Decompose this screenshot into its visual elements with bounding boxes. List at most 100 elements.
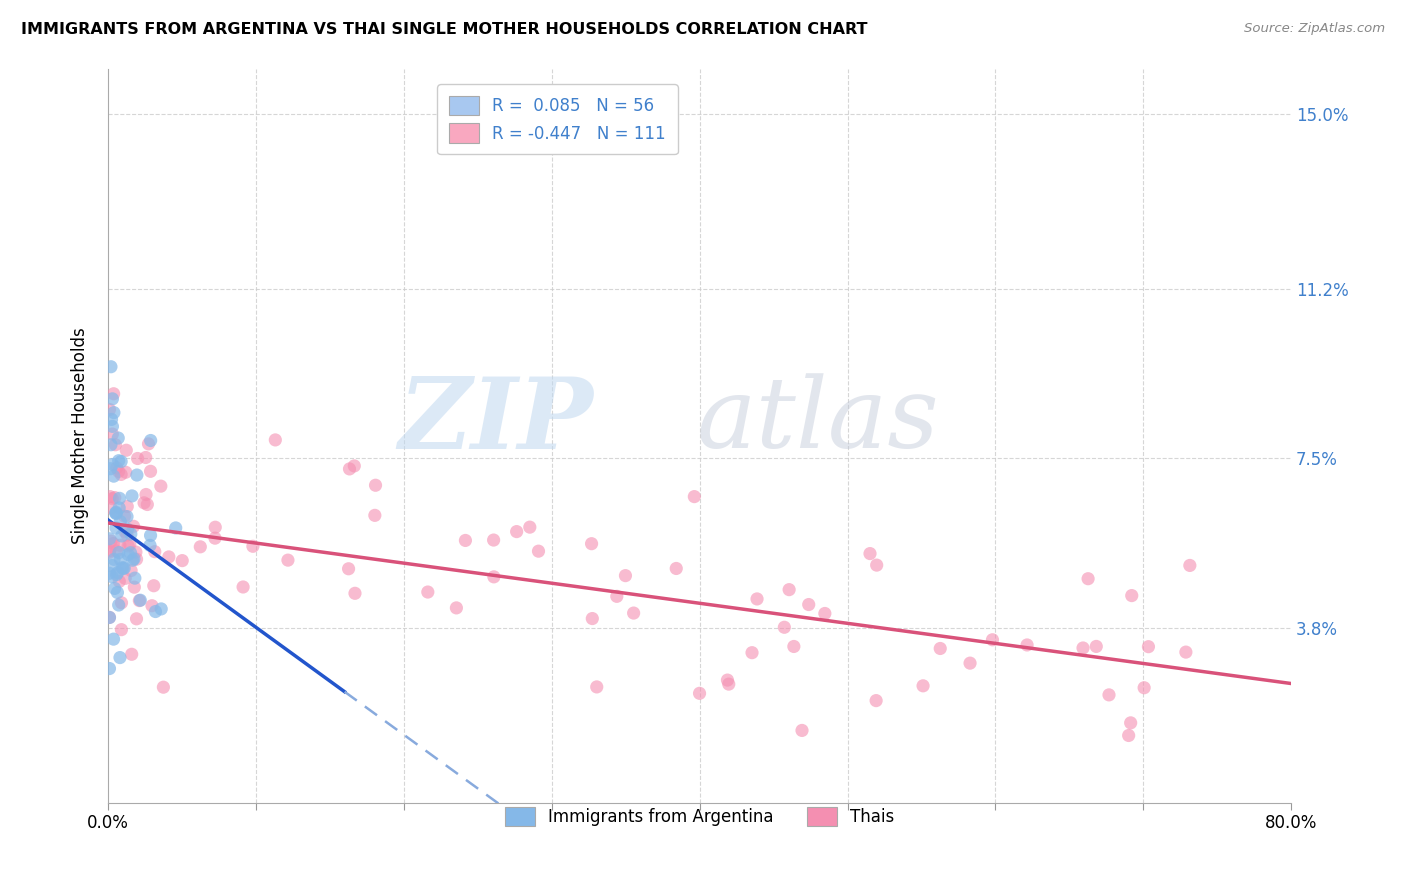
Point xyxy=(101,458,124,472)
Point xyxy=(100,359,122,374)
Point xyxy=(519,520,541,534)
Point xyxy=(136,498,159,512)
Point xyxy=(98,490,121,504)
Point xyxy=(1174,645,1197,659)
Point xyxy=(814,607,837,621)
Point xyxy=(859,547,882,561)
Point xyxy=(783,640,806,654)
Point xyxy=(98,566,121,581)
Point xyxy=(145,605,167,619)
Point xyxy=(135,450,157,465)
Point xyxy=(105,461,128,475)
Point xyxy=(773,620,796,634)
Point xyxy=(1118,729,1140,743)
Point xyxy=(103,386,125,401)
Point xyxy=(128,593,150,607)
Point xyxy=(117,548,139,562)
Point xyxy=(482,533,505,547)
Point xyxy=(139,528,162,542)
Point xyxy=(929,641,952,656)
Point xyxy=(139,464,162,478)
Point xyxy=(100,534,122,549)
Point xyxy=(108,491,131,506)
Point xyxy=(1077,572,1099,586)
Point xyxy=(1121,589,1143,603)
Point xyxy=(527,544,550,558)
Point xyxy=(125,468,148,483)
Point xyxy=(1015,638,1038,652)
Point xyxy=(150,602,173,616)
Point xyxy=(959,656,981,670)
Point xyxy=(364,478,387,492)
Point xyxy=(745,591,768,606)
Point xyxy=(98,610,121,624)
Point xyxy=(107,465,129,479)
Point xyxy=(139,434,162,448)
Point xyxy=(689,686,711,700)
Point xyxy=(107,566,129,580)
Point xyxy=(264,433,287,447)
Point xyxy=(115,443,138,458)
Point xyxy=(143,544,166,558)
Point xyxy=(865,693,887,707)
Point xyxy=(98,402,121,417)
Point xyxy=(98,543,121,558)
Point xyxy=(232,580,254,594)
Point xyxy=(110,623,132,637)
Point xyxy=(111,529,134,543)
Point xyxy=(110,515,132,529)
Point xyxy=(112,561,135,575)
Point xyxy=(115,528,138,542)
Point xyxy=(1119,715,1142,730)
Point xyxy=(981,632,1004,647)
Point xyxy=(98,532,121,546)
Point xyxy=(482,570,505,584)
Point xyxy=(108,500,131,515)
Point xyxy=(114,465,136,479)
Point xyxy=(110,467,132,482)
Point xyxy=(121,648,143,662)
Point xyxy=(339,462,361,476)
Point xyxy=(115,509,138,524)
Point xyxy=(98,610,121,624)
Point xyxy=(100,500,122,515)
Point xyxy=(101,419,124,434)
Point xyxy=(132,496,155,510)
Point xyxy=(343,586,366,600)
Point xyxy=(101,570,124,584)
Point xyxy=(790,723,813,738)
Point xyxy=(105,544,128,558)
Point xyxy=(114,524,136,539)
Point xyxy=(866,558,889,573)
Point xyxy=(716,673,738,687)
Point xyxy=(114,509,136,524)
Text: Source: ZipAtlas.com: Source: ZipAtlas.com xyxy=(1244,22,1385,36)
Point xyxy=(103,406,125,420)
Point xyxy=(614,568,637,582)
Point xyxy=(454,533,477,548)
Text: ZIP: ZIP xyxy=(398,373,593,469)
Point xyxy=(797,598,820,612)
Point xyxy=(127,451,149,466)
Text: atlas: atlas xyxy=(696,373,939,468)
Point xyxy=(105,505,128,519)
Point xyxy=(120,527,142,541)
Point xyxy=(107,585,129,599)
Point xyxy=(139,538,162,552)
Point xyxy=(110,552,132,566)
Point xyxy=(1098,688,1121,702)
Point xyxy=(104,582,127,596)
Point xyxy=(100,438,122,452)
Point xyxy=(165,521,187,535)
Point xyxy=(741,646,763,660)
Point xyxy=(112,561,135,575)
Point xyxy=(364,508,387,523)
Point xyxy=(606,590,628,604)
Point xyxy=(1178,558,1201,573)
Point xyxy=(105,567,128,582)
Point xyxy=(1137,640,1160,654)
Point xyxy=(142,579,165,593)
Point xyxy=(104,506,127,520)
Point xyxy=(105,521,128,535)
Point xyxy=(141,599,163,613)
